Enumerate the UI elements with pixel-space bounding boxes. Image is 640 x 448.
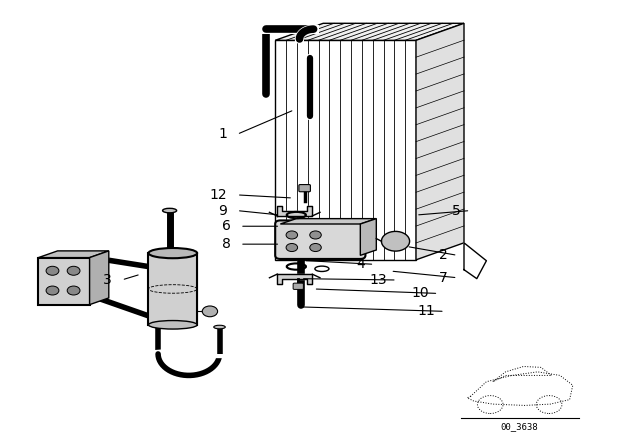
Text: 10: 10	[411, 286, 429, 301]
Circle shape	[310, 243, 321, 252]
Ellipse shape	[152, 323, 164, 327]
Polygon shape	[90, 251, 109, 305]
Ellipse shape	[148, 321, 197, 329]
Circle shape	[381, 231, 410, 251]
Circle shape	[67, 286, 80, 295]
Polygon shape	[360, 219, 376, 255]
Text: 6: 6	[221, 219, 230, 233]
Polygon shape	[38, 251, 109, 258]
Text: 4: 4	[356, 257, 365, 271]
Polygon shape	[275, 23, 464, 40]
Text: 3: 3	[103, 273, 112, 287]
Text: 11: 11	[417, 304, 435, 319]
Polygon shape	[280, 219, 376, 224]
Text: 5: 5	[452, 203, 461, 218]
Text: 2: 2	[439, 248, 448, 263]
Text: 12: 12	[209, 188, 227, 202]
Circle shape	[46, 266, 59, 275]
Ellipse shape	[163, 208, 177, 213]
Text: 13: 13	[369, 273, 387, 287]
Text: 7: 7	[439, 271, 448, 285]
Polygon shape	[148, 253, 197, 325]
Polygon shape	[416, 23, 464, 260]
Ellipse shape	[214, 325, 225, 329]
Text: 8: 8	[221, 237, 230, 251]
Text: 1: 1	[218, 127, 227, 142]
Circle shape	[286, 243, 298, 252]
Polygon shape	[38, 258, 90, 305]
Text: 9: 9	[218, 203, 227, 218]
FancyBboxPatch shape	[293, 283, 303, 289]
Circle shape	[286, 231, 298, 239]
FancyBboxPatch shape	[299, 185, 310, 192]
Ellipse shape	[148, 248, 197, 258]
Polygon shape	[277, 274, 312, 284]
Polygon shape	[464, 243, 486, 279]
Polygon shape	[277, 206, 312, 216]
Circle shape	[46, 286, 59, 295]
Circle shape	[310, 231, 321, 239]
Circle shape	[202, 306, 218, 317]
Circle shape	[67, 266, 80, 275]
FancyBboxPatch shape	[275, 220, 365, 259]
Text: 00_3638: 00_3638	[501, 422, 538, 431]
